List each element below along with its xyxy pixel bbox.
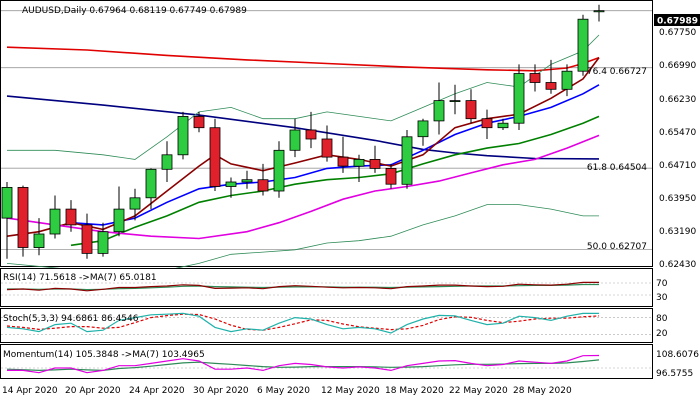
stochastic-panel[interactable] (0, 308, 653, 343)
candle-body (545, 82, 557, 90)
candle-body (81, 224, 93, 254)
candle-body (241, 179, 253, 183)
price-tick: 0.66990 (659, 61, 696, 71)
date-tick: 22 May 2020 (449, 386, 508, 396)
stochastic-lines (1, 312, 652, 335)
rsi-panel[interactable] (0, 268, 653, 307)
candle-body (305, 129, 317, 140)
candle-body (353, 158, 365, 167)
last-price-marker: 0.67989 (654, 14, 700, 27)
momentum-line (7, 354, 600, 374)
fib-label-76-4: 76.4 0.66727 (587, 67, 647, 77)
candle-body (369, 158, 381, 169)
candle-body (161, 154, 173, 170)
date-tick: 6 May 2020 (257, 386, 310, 396)
candle-body (337, 156, 349, 167)
fib-label-61-8: 61.8 0.64504 (587, 163, 647, 173)
ma-navy-line (6, 95, 600, 160)
price-tick: 0.64710 (659, 161, 696, 171)
candle-body (401, 136, 413, 185)
candle-body (49, 208, 61, 235)
candle-body (33, 233, 45, 249)
candle-body (113, 208, 125, 233)
last-price-label: 0.67989 (657, 17, 698, 27)
candle-body (513, 73, 525, 124)
candle-body (129, 197, 141, 210)
symbol-info: AUDUSD,Daily 0.67964 0.68119 0.67749 0.6… (22, 6, 247, 16)
candle-body (65, 208, 77, 226)
price-tick: 0.67750 (659, 28, 696, 38)
rsi-label: RSI(14) 71.5618 ->MA(7) 65.0181 (3, 273, 157, 283)
candle-body (1, 186, 13, 219)
price-tick: 0.66230 (659, 95, 696, 105)
momentum-label: Momentum(14) 105.3848 ->MA(7) 103.4965 (3, 350, 205, 360)
date-tick: 20 Apr 2020 (65, 386, 121, 396)
candlesticks (1, 4, 605, 259)
date-tick: 12 May 2020 (321, 386, 380, 396)
stochastic-signal-line (6, 313, 600, 331)
candle-body (273, 149, 285, 192)
rsi-line (6, 281, 599, 292)
stochastic-label: Stoch(5,3,3) 94.6861 86.4546 (3, 314, 139, 324)
date-tick: 30 Apr 2020 (193, 386, 249, 396)
ma-red-line (6, 46, 600, 72)
candle-body (593, 10, 605, 13)
stochastic-main-line (6, 312, 599, 334)
candle-body (193, 116, 205, 129)
momentum-tick-high: 108.6076 (656, 350, 699, 360)
price-tick: 0.62430 (659, 260, 696, 270)
date-tick: 28 May 2020 (513, 386, 572, 396)
candle-body (417, 120, 429, 138)
price-axis: 0.67750 0.66990 0.66230 0.65470 0.64710 … (654, 14, 700, 270)
fib-label-50-0: 50.0 0.62707 (587, 242, 647, 252)
date-tick: 14 Apr 2020 (2, 386, 58, 396)
candle-body (225, 181, 237, 187)
candle-body (209, 127, 221, 187)
candle-body (17, 186, 29, 248)
price-tick: 0.63190 (659, 227, 696, 237)
price-tick: 0.63950 (659, 194, 696, 204)
candle-body (289, 129, 301, 151)
candle-body (481, 118, 493, 129)
momentum-tick-low: 96.5755 (656, 369, 693, 379)
candle-body (497, 122, 509, 129)
momentum-lines (1, 354, 652, 374)
candle-body (257, 179, 269, 192)
candle-body (321, 138, 333, 158)
time-axis: 14 Apr 2020 20 Apr 2020 24 Apr 2020 30 A… (2, 386, 572, 396)
rsi-tick-30: 30 (656, 293, 668, 303)
candle-body (177, 116, 189, 156)
candle-body (529, 73, 541, 83)
stochastic-tick-20: 20 (656, 329, 668, 339)
ma-green-line (70, 115, 600, 247)
momentum-panel[interactable] (0, 344, 653, 379)
rsi-lines (1, 281, 652, 296)
price-tick: 0.65470 (659, 128, 696, 138)
candle-body (145, 168, 157, 199)
ma-magenta-line (6, 134, 600, 240)
date-tick: 18 May 2020 (385, 386, 444, 396)
candle-body (465, 100, 477, 120)
candle-body (561, 70, 573, 90)
candle-body (97, 231, 109, 254)
rsi-tick-70: 70 (656, 279, 668, 289)
candle-body (577, 18, 589, 72)
candle-body (433, 100, 445, 122)
date-tick: 24 Apr 2020 (129, 386, 185, 396)
stochastic-tick-80: 80 (656, 314, 668, 324)
candle-body (449, 100, 461, 102)
candle-body (385, 167, 397, 185)
